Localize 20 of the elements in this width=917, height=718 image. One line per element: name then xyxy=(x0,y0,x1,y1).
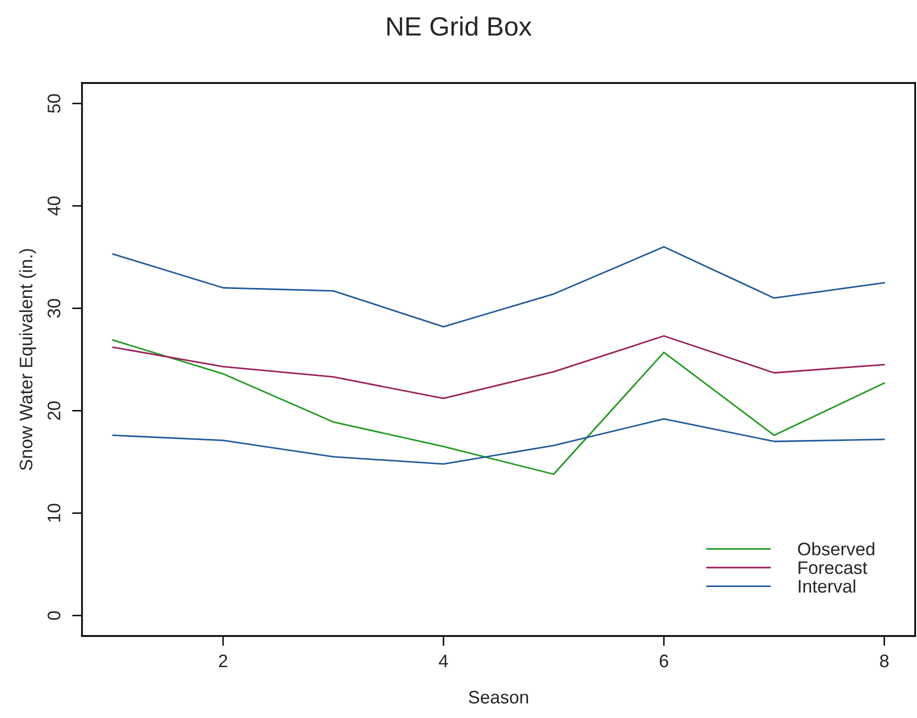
y-tick-label: 0 xyxy=(48,611,60,620)
legend-label: Interval xyxy=(798,579,856,593)
x-tick-label: 2 xyxy=(218,654,228,668)
line-series xyxy=(112,335,886,400)
x-tick-label: 4 xyxy=(438,654,448,668)
y-tick-label: 50 xyxy=(48,94,60,113)
x-tick-label: 6 xyxy=(660,654,668,668)
y-tick-label: 20 xyxy=(48,401,60,420)
y-tick-label: 40 xyxy=(48,196,60,216)
legend-label: Observed xyxy=(798,542,874,556)
y-tick-label: 30 xyxy=(48,298,60,318)
chart-title: NE Grid Box xyxy=(387,16,532,36)
legend-label: Forecast xyxy=(798,561,868,574)
y-tick-label: 10 xyxy=(48,504,60,522)
line-series xyxy=(112,418,886,465)
x-axis-title: Season xyxy=(468,690,528,704)
line-series xyxy=(112,246,886,328)
y-axis-title: Snow Water Equivalent (in.) xyxy=(19,249,36,470)
x-tick-label: 8 xyxy=(880,654,889,668)
line-series xyxy=(112,339,886,475)
